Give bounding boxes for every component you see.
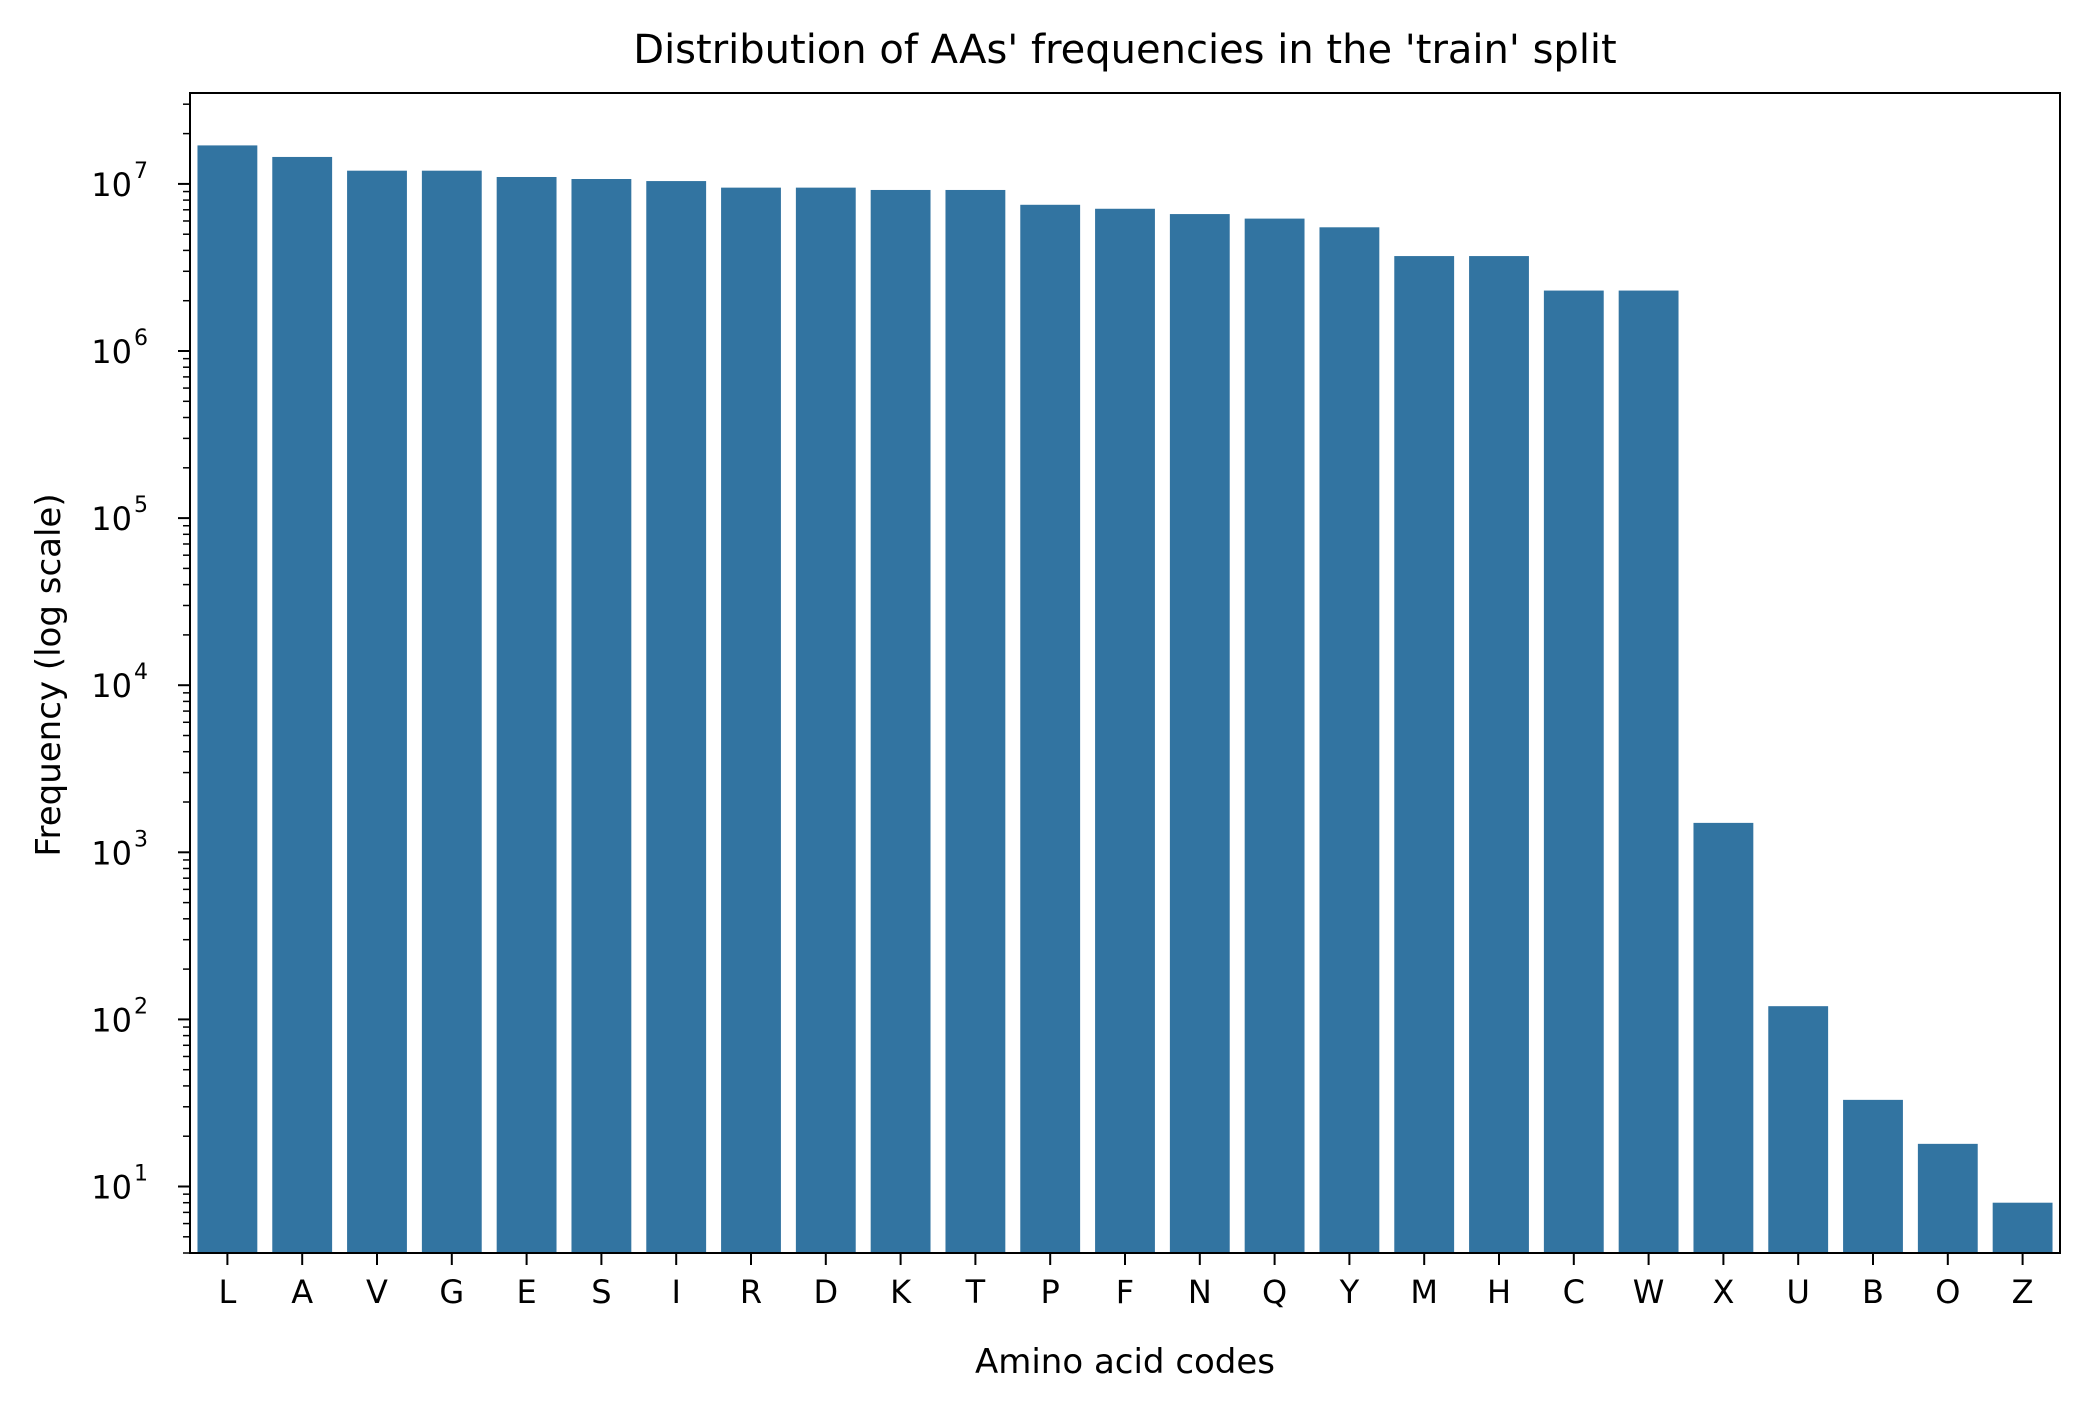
y-tick-label: 10 — [91, 333, 132, 371]
y-tick-exponent: 7 — [134, 159, 148, 184]
bar-V — [347, 170, 407, 1254]
bar-T — [945, 189, 1006, 1254]
bar-B — [1843, 1099, 1903, 1253]
bar-U — [1768, 1006, 1829, 1253]
bar-R — [721, 187, 781, 1253]
x-tick-label-W: W — [1633, 1273, 1665, 1311]
y-tick-label: 10 — [91, 834, 132, 872]
bar-P — [1020, 204, 1081, 1253]
bar-L — [197, 145, 258, 1254]
y-tick-label: 10 — [91, 500, 132, 538]
bar-A — [272, 156, 333, 1254]
bar-I — [646, 181, 707, 1253]
x-tick-label-K: K — [890, 1273, 912, 1311]
x-tick-label-S: S — [591, 1273, 611, 1311]
plot-frame — [189, 92, 2061, 1254]
x-tick-label-R: R — [740, 1273, 762, 1311]
y-tick-exponent: 1 — [134, 1162, 148, 1187]
x-tick-label-V: V — [366, 1273, 388, 1311]
bar-O — [1917, 1143, 1978, 1253]
y-tick-label: 10 — [91, 667, 132, 705]
bar-H — [1469, 256, 1529, 1253]
x-tick-label-D: D — [813, 1273, 838, 1311]
y-tick-exponent: 4 — [134, 660, 148, 685]
bar-X — [1693, 822, 1754, 1253]
bar-M — [1394, 256, 1455, 1253]
y-tick-label: 10 — [91, 166, 132, 204]
chart-title: Distribution of AAs' frequencies in the … — [633, 27, 1616, 73]
bar-Y — [1319, 227, 1380, 1253]
y-tick-exponent: 3 — [134, 827, 148, 852]
bar-F — [1095, 208, 1155, 1253]
y-tick-exponent: 5 — [134, 493, 148, 518]
bar-Q — [1244, 218, 1305, 1253]
x-tick-label-F: F — [1116, 1273, 1134, 1311]
x-tick-label-L: L — [218, 1273, 236, 1311]
x-tick-label-Z: Z — [2012, 1273, 2034, 1311]
bar-C — [1543, 290, 1604, 1254]
x-tick-label-M: M — [1410, 1273, 1438, 1311]
y-tick-label: 10 — [91, 1169, 132, 1207]
x-axis-label: Amino acid codes — [975, 1342, 1275, 1382]
bar-Z — [1992, 1202, 2053, 1253]
x-tick-label-I: I — [671, 1273, 680, 1311]
x-tick-label-X: X — [1712, 1273, 1734, 1311]
x-tick-label-U: U — [1786, 1273, 1809, 1311]
x-tick-label-Q: Q — [1262, 1273, 1287, 1311]
bar-E — [496, 176, 557, 1254]
bar-D — [795, 187, 856, 1253]
x-tick-label-T: T — [965, 1273, 986, 1311]
x-tick-label-A: A — [291, 1273, 313, 1311]
x-tick-label-H: H — [1487, 1273, 1511, 1311]
bars-group — [197, 145, 2053, 1254]
bar-S — [571, 179, 632, 1253]
x-tick-label-O: O — [1935, 1273, 1960, 1311]
y-axis-label: Frequency (log scale) — [29, 493, 69, 856]
y-tick-exponent: 6 — [134, 326, 148, 351]
x-tick-label-P: P — [1041, 1273, 1060, 1311]
x-tick-label-Y: Y — [1339, 1273, 1360, 1311]
bar-G — [421, 170, 482, 1254]
bar-K — [870, 189, 931, 1254]
x-tick-label-E: E — [516, 1273, 536, 1311]
x-tick-label-C: C — [1563, 1273, 1585, 1311]
bar-N — [1169, 214, 1230, 1253]
x-tick-label-N: N — [1188, 1273, 1212, 1311]
y-tick-exponent: 2 — [134, 994, 148, 1019]
y-tick-label: 10 — [91, 1001, 132, 1039]
x-tick-label-G: G — [439, 1273, 464, 1311]
x-tick-label-B: B — [1862, 1273, 1884, 1311]
bar-W — [1618, 290, 1679, 1254]
